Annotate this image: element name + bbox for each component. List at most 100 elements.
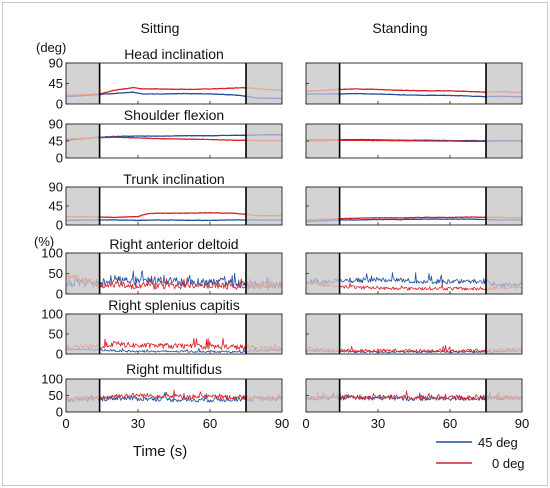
y-tick-label: 45 (49, 199, 63, 214)
y-tick-label: 50 (49, 266, 63, 281)
panel-title: Right splenius capitis (108, 297, 240, 313)
series-line-0-deg-during (98, 86, 247, 95)
series-line-0-deg-after (485, 90, 523, 94)
series-line-45-deg-after (245, 347, 283, 353)
x-tick-label: 60 (443, 416, 457, 431)
panel-title: Shoulder flexion (124, 107, 224, 123)
series-line-0-deg-before (305, 139, 339, 142)
y-tick-label: 0 (56, 97, 63, 112)
panel-shoulder-flexion-standing (305, 123, 523, 159)
x-tick-label: 90 (275, 416, 289, 431)
series-line-0-deg-during (338, 88, 487, 93)
shaded-region-start (66, 124, 100, 158)
shaded-region-start (66, 187, 100, 225)
y-tick-label: 45 (49, 76, 63, 91)
series-line-45-deg-before (66, 219, 99, 222)
series-line-0-deg-after (485, 282, 523, 291)
shaded-region-end (486, 314, 522, 354)
shaded-region-end (246, 379, 282, 412)
panel-shoulder-flexion-sitting: 90 45 0 Shoulder flexion (49, 107, 283, 166)
shaded-region-end (486, 63, 522, 104)
series-line-0-deg-before (305, 88, 339, 92)
series-line-0-deg-after (245, 213, 282, 217)
unit-label-degrees: (deg) (36, 40, 66, 55)
series-line-0-deg-before (305, 282, 340, 288)
series-line-0-deg-during (338, 216, 487, 220)
legend-label-45-deg: 45 deg (478, 435, 518, 450)
series-line-0-deg-during (98, 212, 247, 219)
series-line-0-deg-before (305, 346, 340, 352)
series-line-45-deg-after (245, 394, 283, 402)
shaded-region-end (486, 187, 522, 225)
y-tick-label: 0 (56, 218, 63, 233)
x-tick-label: 0 (302, 416, 309, 431)
column-title-sitting: Sitting (141, 20, 180, 36)
series-line-0-deg-during (98, 136, 247, 142)
panel-title: Head inclination (124, 46, 224, 62)
panel-title: Right anterior deltoid (109, 236, 238, 252)
y-tick-label: 90 (49, 117, 63, 132)
series-line-0-deg-during (338, 139, 486, 143)
y-tick-label: 90 (49, 180, 63, 195)
series-line-0-deg-before (65, 395, 100, 402)
panel-right-multifidus-standing: 0 30 60 90 (302, 378, 529, 431)
series-line-45-deg-during (338, 92, 486, 98)
series-line-0-deg-after (486, 216, 523, 219)
y-tick-label: 100 (41, 307, 63, 322)
series-line-45-deg-during (98, 91, 247, 97)
series-line-45-deg-after (485, 274, 523, 288)
shaded-region-end (246, 314, 282, 354)
panel-trunk-inclination-standing (305, 186, 523, 226)
series-line-45-deg-after (485, 349, 523, 354)
y-tick-label: 45 (49, 134, 63, 149)
shaded-region-end (246, 253, 282, 294)
series-line-45-deg-before (305, 277, 340, 285)
series-line-45-deg-before (305, 219, 339, 223)
series-line-45-deg-during (98, 134, 247, 138)
series-line-0-deg-before (66, 137, 99, 140)
shaded-region-start (306, 63, 340, 104)
series-line-45-deg-during (338, 272, 486, 285)
y-tick-label: 0 (56, 347, 63, 362)
series-line-0-deg-after (245, 278, 283, 290)
y-tick-label: 90 (49, 56, 63, 71)
x-tick-label: 60 (203, 416, 217, 431)
legend: 45 deg 0 deg (436, 435, 525, 471)
panels-group: 90 45 0 Head inclination 90 45 0 Shoulder flexi… (41, 46, 529, 431)
shaded-region-start (66, 253, 100, 294)
y-tick-label: 0 (56, 287, 63, 302)
shaded-region-end (246, 187, 282, 225)
series-line-0-deg-after (245, 394, 283, 401)
series-line-45-deg-after (485, 218, 523, 221)
series-line-45-deg-after (485, 392, 523, 401)
x-axis-label: Time (s) (133, 443, 187, 460)
panel-title: Right multifidus (126, 361, 222, 377)
series-line-0-deg-after (246, 139, 283, 142)
x-tick-label: 90 (515, 416, 529, 431)
series-line-45-deg-during (98, 219, 247, 222)
series-line-0-deg-during (339, 390, 486, 401)
series-line-0-deg-before (65, 274, 100, 288)
shaded-region-start (306, 314, 340, 354)
x-tick-label: 30 (371, 416, 385, 431)
panel-right-splenius-capitis-sitting: 100 50 0 Right splenius capitis (41, 297, 283, 362)
y-tick-label: 50 (49, 388, 63, 403)
series-line-0-deg-before (305, 391, 340, 401)
series-line-0-deg-during (98, 389, 246, 401)
series-line-0-deg-during (338, 282, 486, 291)
y-tick-label: 100 (41, 246, 63, 261)
panel-trunk-inclination-sitting: 90 45 0 Trunk inclination (49, 171, 283, 233)
series-line-45-deg-after (485, 95, 523, 98)
legend-label-0-deg: 0 deg (492, 456, 525, 471)
series-line-0-deg-after (485, 347, 523, 352)
series-line-0-deg-before (305, 218, 339, 221)
series-line-45-deg-during (99, 270, 246, 289)
y-tick-label: 0 (56, 405, 63, 420)
series-line-45-deg-after (245, 95, 283, 100)
series-line-0-deg-during (98, 337, 246, 350)
series-line-0-deg-after (485, 391, 523, 401)
unit-label-percent: (%) (34, 234, 54, 249)
series-line-0-deg-during (98, 277, 246, 290)
